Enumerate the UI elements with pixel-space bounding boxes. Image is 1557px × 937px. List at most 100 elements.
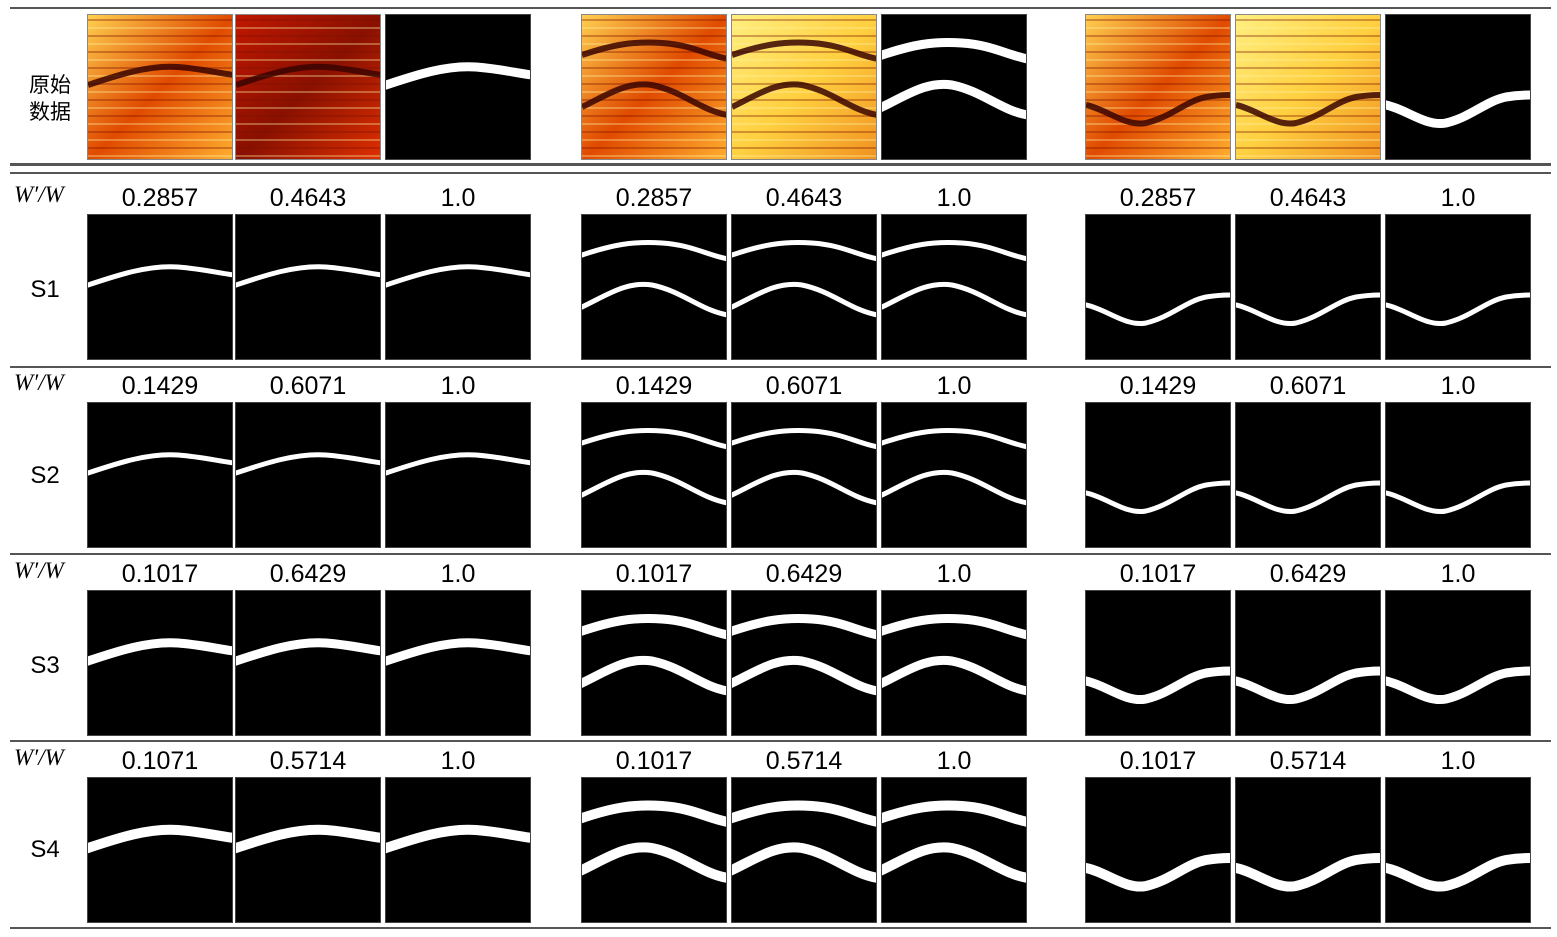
original-g2-seismic-a <box>581 14 727 160</box>
result-s1-g2-c2-image <box>732 240 876 318</box>
result-s2-g3-c2-image <box>1236 480 1380 515</box>
ratio-value-s4-g1-c3: 1.0 <box>440 747 476 775</box>
original-g1-seismic-b-image <box>236 15 380 159</box>
row-label-s4: S4 <box>30 836 60 863</box>
result-s2-g3-c3-image <box>1386 480 1530 515</box>
result-s4-g2-c3 <box>881 777 1027 923</box>
result-s2-g3-c2 <box>1235 402 1381 548</box>
ratio-value-s4-g2-c2: 0.5714 <box>765 747 843 775</box>
result-s4-g1-c3 <box>385 777 531 923</box>
result-s1-g3-c1 <box>1085 214 1231 360</box>
original-g1-seismic-a <box>87 14 233 160</box>
result-s2-g1-c1 <box>87 402 233 548</box>
ratio-value-s1-g1-c2: 0.4643 <box>269 184 347 212</box>
result-s1-g3-c2-image <box>1236 292 1380 327</box>
result-s3-g2-c3-image <box>882 614 1026 696</box>
ratio-label-s3: W′/W <box>14 558 64 583</box>
ratio-value-s2-g3-c2: 0.6071 <box>1269 372 1347 400</box>
result-s3-g1-c2 <box>235 590 381 736</box>
ratio-value-s4-g3-c2: 0.5714 <box>1269 747 1347 775</box>
result-s2-g1-c1-image <box>88 452 232 476</box>
result-s4-g1-c2 <box>235 777 381 923</box>
original-g2-seismic-b-image <box>732 15 876 159</box>
result-s3-g1-c3-image <box>386 638 530 666</box>
row-rule-3 <box>10 740 1551 742</box>
row-rule-1 <box>10 366 1551 368</box>
result-s1-g3-c3-image <box>1386 292 1530 327</box>
ratio-value-s4-g1-c1: 0.1071 <box>121 747 199 775</box>
result-s4-g2-c3-image <box>882 800 1026 883</box>
result-s4-g1-c1-image <box>88 824 232 854</box>
result-s4-g3-c1-image <box>1086 853 1230 892</box>
ratio-value-s1-g3-c1: 0.2857 <box>1119 184 1197 212</box>
ratio-value-s4-g3-c1: 0.1017 <box>1119 747 1197 775</box>
result-s3-g2-c2-image <box>732 614 876 696</box>
ratio-value-s4-g1-c2: 0.5714 <box>269 747 347 775</box>
ratio-value-s2-g3-c1: 0.1429 <box>1119 372 1197 400</box>
header-rule-1 <box>10 163 1551 166</box>
ratio-value-s2-g2-c3: 1.0 <box>936 372 972 400</box>
header-rule-2 <box>10 172 1551 174</box>
result-s2-g1-c2 <box>235 402 381 548</box>
result-s2-g2-c1 <box>581 402 727 548</box>
ratio-value-s1-g2-c3: 1.0 <box>936 184 972 212</box>
result-s1-g1-c1 <box>87 214 233 360</box>
original-g3-mask <box>1385 14 1531 160</box>
ratio-value-s1-g2-c2: 0.4643 <box>765 184 843 212</box>
ratio-value-s4-g3-c3: 1.0 <box>1440 747 1476 775</box>
original-g3-seismic-b-image <box>1236 15 1380 159</box>
ratio-value-s3-g2-c3: 1.0 <box>936 560 972 588</box>
result-s3-g1-c2-image <box>236 638 380 666</box>
result-s1-g1-c2-image <box>236 264 380 288</box>
result-s2-g2-c1-image <box>582 428 726 506</box>
result-s3-g1-c1 <box>87 590 233 736</box>
result-s4-g1-c3-image <box>386 824 530 854</box>
original-g3-seismic-a-image <box>1086 15 1230 159</box>
result-s4-g2-c1 <box>581 777 727 923</box>
ratio-value-s4-g2-c1: 0.1017 <box>615 747 693 775</box>
row-rule-2 <box>10 553 1551 555</box>
result-s2-g2-c2 <box>731 402 877 548</box>
result-s3-g1-c1-image <box>88 638 232 666</box>
result-s4-g3-c3-image <box>1386 853 1530 892</box>
ratio-value-s2-g1-c3: 1.0 <box>440 372 476 400</box>
result-s2-g1-c2-image <box>236 452 380 476</box>
original-g3-mask-image <box>1386 90 1530 129</box>
original-g1-seismic-a-image <box>88 15 232 159</box>
top-rule <box>10 7 1551 9</box>
original-g3-seismic-b <box>1235 14 1381 160</box>
result-s2-g3-c1 <box>1085 402 1231 548</box>
original-g1-seismic-b <box>235 14 381 160</box>
result-s2-g3-c1-image <box>1086 480 1230 515</box>
result-s3-g2-c1-image <box>582 614 726 696</box>
ratio-value-s2-g2-c1: 0.1429 <box>615 372 693 400</box>
ratio-value-s2-g3-c3: 1.0 <box>1440 372 1476 400</box>
original-g2-seismic-a-image <box>582 15 726 159</box>
ratio-value-s3-g2-c2: 0.6429 <box>765 560 843 588</box>
original-data-label-line-2: 数据 <box>29 100 71 124</box>
result-s2-g2-c3 <box>881 402 1027 548</box>
result-s4-g3-c2-image <box>1236 853 1380 892</box>
ratio-value-s2-g1-c1: 0.1429 <box>121 372 199 400</box>
result-s3-g3-c2 <box>1235 590 1381 736</box>
ratio-value-s3-g1-c2: 0.6429 <box>269 560 347 588</box>
result-s4-g2-c1-image <box>582 800 726 883</box>
result-s2-g2-c3-image <box>882 428 1026 506</box>
ratio-value-s3-g3-c2: 0.6429 <box>1269 560 1347 588</box>
result-s1-g2-c1-image <box>582 240 726 318</box>
ratio-value-s1-g1-c1: 0.2857 <box>121 184 199 212</box>
ratio-value-s1-g3-c3: 1.0 <box>1440 184 1476 212</box>
ratio-value-s3-g2-c1: 0.1017 <box>615 560 693 588</box>
ratio-value-s1-g1-c3: 1.0 <box>440 184 476 212</box>
result-s2-g1-c3-image <box>386 452 530 476</box>
ratio-value-s1-g2-c1: 0.2857 <box>615 184 693 212</box>
result-s1-g2-c2 <box>731 214 877 360</box>
result-s1-g1-c2 <box>235 214 381 360</box>
result-s1-g2-c3-image <box>882 240 1026 318</box>
row-label-s1: S1 <box>30 276 60 303</box>
row-label-s2: S2 <box>30 462 60 489</box>
result-s4-g1-c2-image <box>236 824 380 854</box>
original-g3-seismic-a <box>1085 14 1231 160</box>
original-g2-seismic-b <box>731 14 877 160</box>
result-s3-g2-c3 <box>881 590 1027 736</box>
